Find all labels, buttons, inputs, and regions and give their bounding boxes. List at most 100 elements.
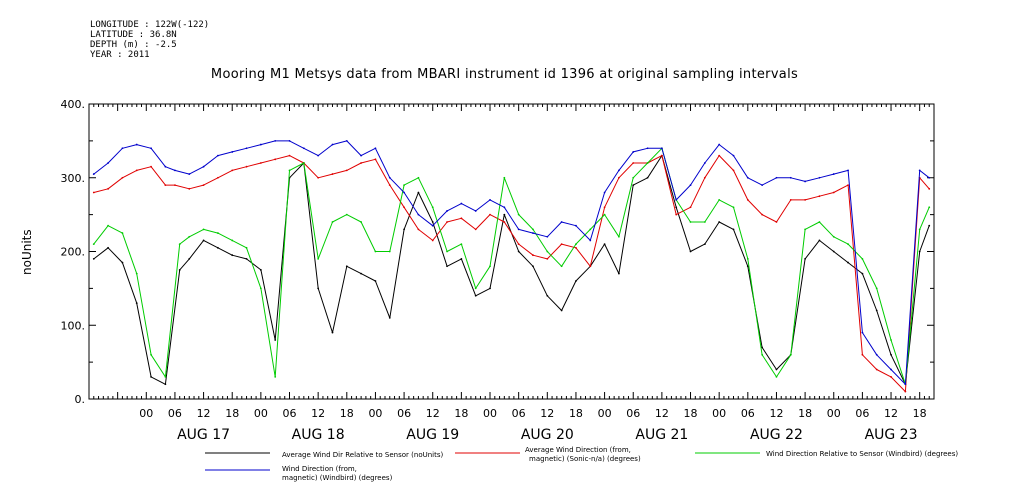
data-point-series-2 xyxy=(245,165,248,168)
data-point-series-2 xyxy=(575,246,577,249)
data-point-series-4 xyxy=(431,224,434,227)
data-point-series-1 xyxy=(832,250,835,253)
data-point-series-2 xyxy=(746,198,749,201)
data-point-series-3 xyxy=(804,228,807,231)
data-point-series-1 xyxy=(761,346,764,349)
data-point-series-4 xyxy=(403,191,405,194)
data-point-series-1 xyxy=(875,309,878,312)
data-point-series-3 xyxy=(288,169,291,172)
data-point-series-1 xyxy=(274,339,277,341)
x-day-label: AUG 20 xyxy=(521,427,574,443)
x-day-label: AUG 18 xyxy=(292,427,345,443)
data-point-series-3 xyxy=(245,246,248,249)
data-point-series-4 xyxy=(847,169,849,172)
data-point-series-1 xyxy=(689,250,692,253)
data-point-series-3 xyxy=(503,176,506,179)
x-tick-label: 06 xyxy=(283,407,297,420)
x-tick-label: 00 xyxy=(827,407,841,420)
data-point-series-1 xyxy=(818,239,821,242)
data-point-series-3 xyxy=(875,287,878,290)
data-point-series-3 xyxy=(761,353,764,356)
data-point-series-4 xyxy=(761,184,764,187)
legend-label-4: Wind Direction (from, xyxy=(282,465,357,473)
data-point-series-3 xyxy=(121,232,124,234)
data-point-series-2 xyxy=(928,187,931,190)
data-point-series-4 xyxy=(660,147,663,150)
data-point-series-2 xyxy=(703,176,706,179)
data-point-series-2 xyxy=(107,187,109,190)
data-point-series-4 xyxy=(135,143,138,146)
data-point-series-1 xyxy=(732,228,735,231)
x-tick-label: 06 xyxy=(397,407,411,420)
data-point-series-2 xyxy=(231,169,234,172)
data-point-series-4 xyxy=(517,228,520,231)
data-point-series-4 xyxy=(560,221,563,223)
data-point-series-2 xyxy=(188,187,191,190)
x-tick-label: 00 xyxy=(598,407,612,420)
x-tick-label: 18 xyxy=(340,407,354,420)
data-point-series-1 xyxy=(107,246,109,249)
data-point-series-1 xyxy=(918,250,921,253)
depth-text: DEPTH (m) : -2.5 xyxy=(90,40,177,50)
x-tick-label: 06 xyxy=(741,407,755,420)
data-point-series-4 xyxy=(532,232,534,234)
data-point-series-2 xyxy=(732,169,735,172)
x-tick-label: 12 xyxy=(197,407,211,420)
data-point-series-1 xyxy=(517,250,520,253)
series-line-2 xyxy=(93,155,930,393)
data-point-series-2 xyxy=(174,184,176,187)
data-point-series-2 xyxy=(202,184,205,187)
data-point-series-4 xyxy=(875,353,878,356)
data-point-series-4 xyxy=(618,169,620,172)
data-point-series-3 xyxy=(603,213,606,216)
data-point-series-4 xyxy=(121,147,124,150)
data-point-series-3 xyxy=(403,184,405,187)
data-point-series-4 xyxy=(703,162,706,164)
data-point-series-4 xyxy=(890,368,892,371)
data-point-series-4 xyxy=(216,154,219,157)
data-point-series-4 xyxy=(746,176,749,179)
data-point-series-3 xyxy=(302,162,305,164)
data-point-series-3 xyxy=(489,265,491,268)
legend-label-2: magnetic) (Sonic-n/a) (degrees) xyxy=(529,455,641,463)
data-point-series-4 xyxy=(288,139,291,142)
data-point-series-3 xyxy=(818,221,821,223)
legend-label-4: magnetic) (Windbird) (degrees) xyxy=(282,474,393,482)
data-point-series-2 xyxy=(546,257,549,260)
legend-label-3: Wind Direction Relative to Sensor (Windb… xyxy=(766,450,958,458)
data-point-series-4 xyxy=(460,202,463,205)
data-point-series-2 xyxy=(847,184,849,187)
data-point-series-2 xyxy=(832,191,835,194)
data-point-series-4 xyxy=(360,154,363,157)
data-point-series-4 xyxy=(92,173,95,175)
data-point-series-2 xyxy=(718,154,721,157)
data-point-series-3 xyxy=(560,265,563,268)
data-point-series-1 xyxy=(360,272,363,275)
data-point-series-2 xyxy=(460,217,463,220)
data-point-series-4 xyxy=(164,165,167,168)
data-point-series-1 xyxy=(121,261,124,264)
data-point-series-4 xyxy=(259,143,262,146)
data-point-series-1 xyxy=(746,265,749,268)
data-point-series-1 xyxy=(804,257,807,260)
data-point-series-2 xyxy=(259,162,262,164)
data-point-series-2 xyxy=(150,165,152,168)
series-line-3 xyxy=(93,147,930,385)
data-point-series-1 xyxy=(928,224,931,227)
data-point-series-3 xyxy=(928,206,931,209)
data-point-series-4 xyxy=(632,151,635,153)
data-point-series-3 xyxy=(446,250,448,253)
data-point-series-1 xyxy=(675,206,678,209)
data-point-series-3 xyxy=(259,287,262,290)
data-point-series-2 xyxy=(775,221,778,223)
chart-title: Mooring M1 Metsys data from MBARI instru… xyxy=(210,67,799,82)
x-tick-label: 06 xyxy=(168,407,182,420)
data-point-series-3 xyxy=(178,243,181,246)
data-point-series-1 xyxy=(178,269,181,271)
data-point-series-2 xyxy=(675,213,678,216)
plot-frame xyxy=(88,103,935,400)
data-point-series-2 xyxy=(632,162,635,164)
data-point-series-2 xyxy=(689,206,692,209)
y-tick-label: 0. xyxy=(75,393,86,406)
x-tick-label: 12 xyxy=(311,407,325,420)
